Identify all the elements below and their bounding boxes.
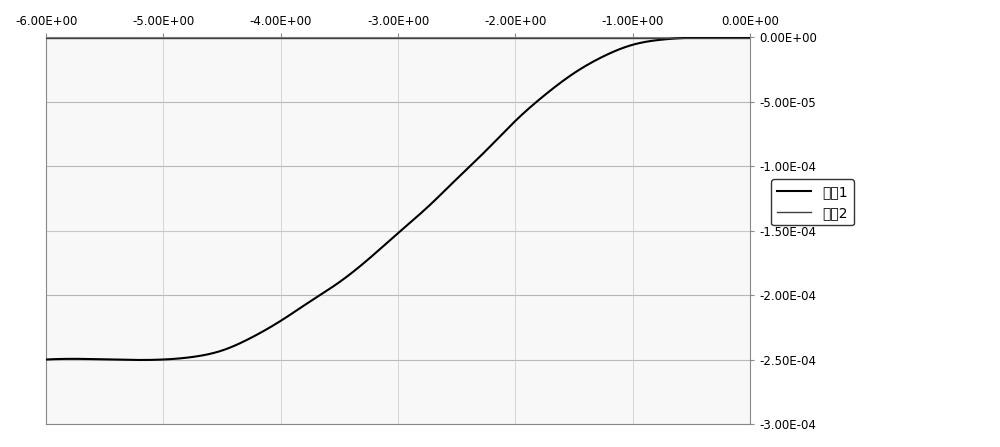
系列1	[166, 356, 178, 362]
系列1	[744, 34, 756, 40]
系列1	[134, 357, 146, 363]
系列1	[511, 116, 523, 122]
Line: 系列1: 系列1	[46, 37, 750, 360]
系列1	[40, 357, 52, 362]
系列1	[456, 171, 468, 177]
系列1	[222, 346, 234, 351]
系列1	[360, 259, 372, 264]
系列1	[571, 68, 583, 74]
Legend: 系列1, 系列2: 系列1, 系列2	[771, 179, 854, 225]
